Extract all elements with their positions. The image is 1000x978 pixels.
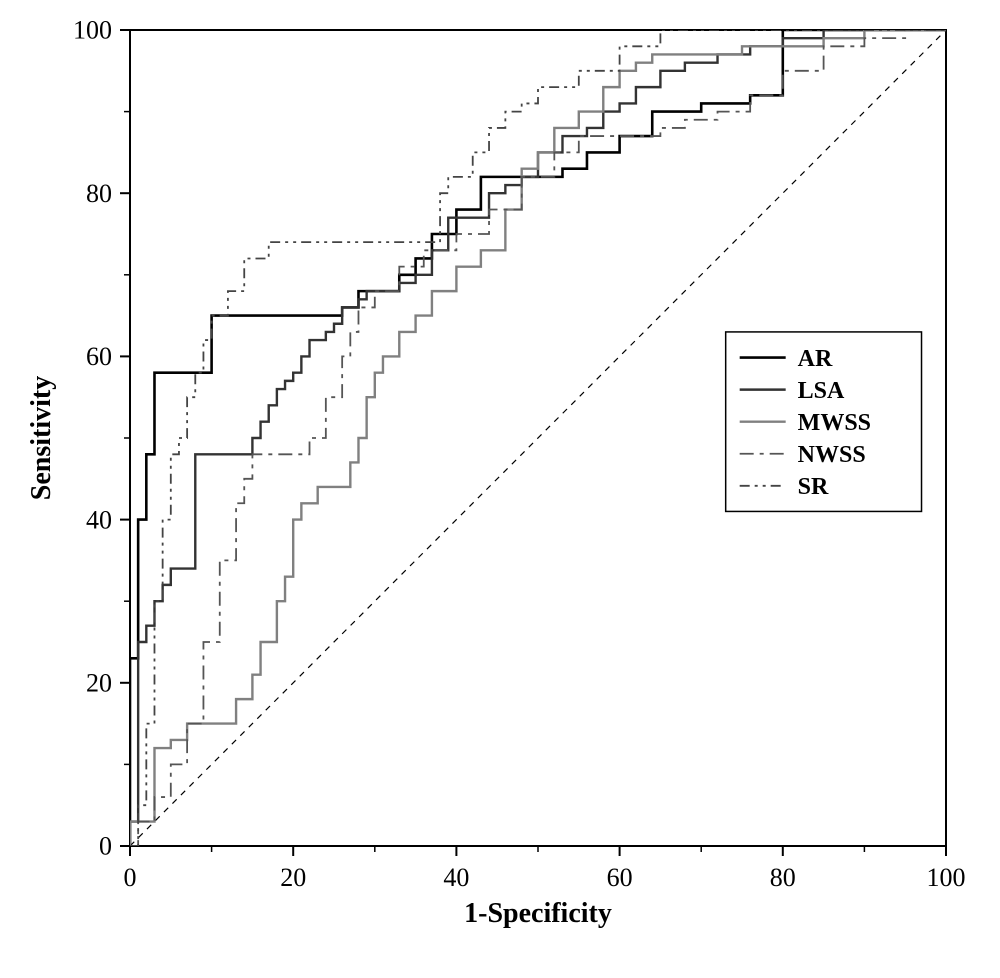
svg-text:0: 0 — [99, 832, 112, 861]
svg-text:Sensitivity: Sensitivity — [26, 376, 57, 500]
roc-chart: 0 20 40 60 80 100 0 20 40 60 80 100 1-Specificity Sen… — [0, 0, 1000, 978]
chart-svg: 0 20 40 60 80 100 0 20 40 60 80 100 1-Specificity Sen… — [0, 0, 1000, 978]
svg-text:1-Specificity: 1-Specificity — [464, 898, 612, 929]
legend-label-SR: SR — [798, 474, 829, 500]
svg-text:80: 80 — [86, 179, 112, 208]
legend-label-MWSS: MWSS — [798, 410, 871, 436]
legend-label-AR: AR — [798, 346, 833, 372]
svg-text:40: 40 — [443, 863, 469, 892]
svg-text:60: 60 — [86, 342, 112, 371]
svg-text:0: 0 — [124, 863, 137, 892]
svg-text:100: 100 — [73, 16, 112, 45]
svg-text:80: 80 — [770, 863, 796, 892]
legend-label-NWSS: NWSS — [798, 442, 866, 468]
svg-text:40: 40 — [86, 505, 112, 534]
svg-text:60: 60 — [607, 863, 633, 892]
svg-text:100: 100 — [927, 863, 966, 892]
legend-label-LSA: LSA — [798, 378, 845, 404]
svg-text:20: 20 — [280, 863, 306, 892]
svg-text:20: 20 — [86, 668, 112, 697]
